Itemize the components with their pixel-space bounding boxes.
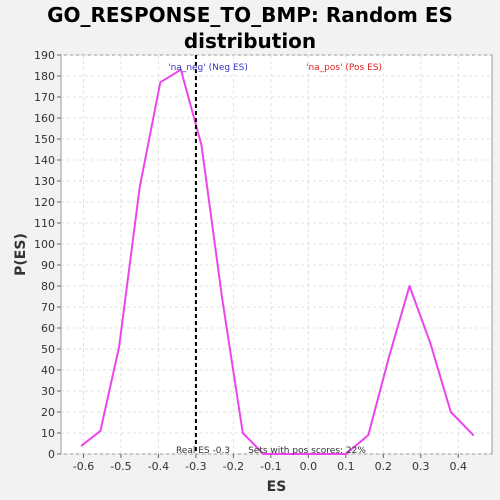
data-point (367, 434, 370, 436)
x-tick-label: 0.1 (337, 460, 355, 473)
y-tick-label: 40 (41, 364, 55, 377)
y-tick-label: 80 (41, 280, 55, 293)
y-tick-label: 150 (34, 133, 55, 146)
data-point (262, 453, 265, 455)
data-point (429, 341, 432, 344)
x-tick-label: 0.4 (450, 460, 468, 473)
x-axis-title: ES (267, 479, 287, 495)
y-tick-label: 30 (41, 385, 55, 398)
data-point (283, 453, 285, 455)
y-tick-label: 170 (34, 91, 55, 104)
data-point (159, 81, 162, 84)
pos-scores-label: Sets with pos scores: 22% (248, 446, 366, 456)
y-tick-label: 120 (34, 196, 55, 209)
x-tick-label: -0.6 (73, 460, 94, 473)
y-tick-label: 70 (41, 301, 55, 314)
x-tick-label: -0.4 (148, 460, 169, 473)
data-point (449, 411, 452, 413)
x-tick-label: 0.2 (375, 460, 393, 473)
chart-title-line-2: distribution (183, 29, 317, 53)
y-tick-label: 60 (41, 322, 55, 335)
x-tick-label: 0.0 (300, 460, 318, 473)
legend-neg-label: 'na_neg' (Neg ES) (168, 63, 248, 73)
series-layer (80, 68, 475, 455)
axis-layer: 0 10 20 30 40 50 60 70 80 90 100 110 120 130 140 150 160… (34, 49, 467, 473)
data-point (241, 432, 244, 434)
x-tick-label: -0.2 (223, 460, 244, 473)
legend-pos-label: 'na_pos' (Pos ES) (306, 63, 382, 73)
real-es-label: Real ES -0.3 (176, 446, 230, 456)
data-point (324, 453, 327, 455)
data-point (303, 453, 306, 455)
y-tick-label: 190 (34, 49, 55, 62)
y-tick-label: 110 (34, 217, 55, 230)
y-tick-label: 160 (34, 112, 55, 125)
plot-area (60, 54, 493, 455)
y-tick-label: 130 (34, 175, 55, 188)
x-tick-label: 0.3 (412, 460, 430, 473)
y-tick-label: 10 (41, 427, 55, 440)
y-tick-label: 140 (34, 154, 55, 167)
y-tick-label: 90 (41, 259, 55, 272)
y-axis-title: P(ES) (13, 233, 29, 276)
x-tick-label: -0.1 (260, 460, 281, 473)
data-point (388, 356, 390, 359)
data-point (221, 297, 224, 300)
y-tick-label: 20 (41, 406, 55, 419)
chart-title-line-1: GO_RESPONSE_TO_BMP: Random ES (47, 3, 453, 27)
chart-title: GO_RESPONSE_TO_BMP: Random ES distributi… (0, 2, 500, 54)
data-point (138, 186, 141, 189)
data-point (99, 430, 102, 432)
x-tick-label: -0.5 (110, 460, 131, 473)
y-tick-label: 50 (41, 343, 55, 356)
series-line (80, 68, 475, 455)
data-point (180, 68, 182, 71)
y-tick-label: 100 (34, 238, 55, 251)
y-tick-label: 0 (48, 448, 55, 461)
data-point (118, 346, 120, 348)
data-point (80, 444, 83, 447)
x-tick-label: -0.3 (185, 460, 206, 473)
data-point (344, 453, 347, 455)
data-point (472, 434, 475, 436)
data-point (200, 144, 203, 147)
y-tick-label: 180 (34, 70, 55, 83)
data-point (408, 285, 411, 287)
